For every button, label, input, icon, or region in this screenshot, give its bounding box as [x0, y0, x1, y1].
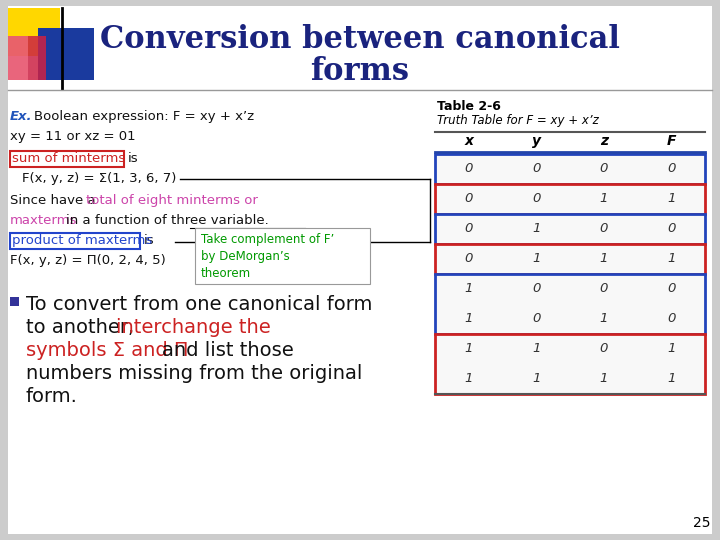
- Text: To convert from one canonical form: To convert from one canonical form: [26, 295, 372, 314]
- Text: Since have a: Since have a: [10, 194, 100, 207]
- Text: 0: 0: [667, 163, 675, 176]
- Text: 0: 0: [532, 282, 541, 295]
- Text: 1: 1: [600, 373, 608, 386]
- Text: total of eight minterms or: total of eight minterms or: [86, 194, 258, 207]
- Text: 1: 1: [667, 342, 675, 355]
- Text: 1: 1: [464, 342, 473, 355]
- Text: 0: 0: [600, 282, 608, 295]
- Text: form.: form.: [26, 387, 78, 406]
- Text: 1: 1: [464, 313, 473, 326]
- Text: numbers missing from the original: numbers missing from the original: [26, 364, 362, 383]
- Text: x: x: [464, 134, 473, 148]
- Text: 1: 1: [532, 253, 541, 266]
- Text: is: is: [128, 152, 139, 165]
- Text: 0: 0: [667, 222, 675, 235]
- Text: 1: 1: [464, 282, 473, 295]
- Bar: [10, 297, 19, 306]
- Text: sum of minterms: sum of minterms: [12, 152, 125, 165]
- Text: 0: 0: [464, 163, 473, 176]
- Text: 0: 0: [532, 313, 541, 326]
- Text: 0: 0: [600, 222, 608, 235]
- Text: forms: forms: [310, 57, 410, 87]
- Text: xy = 11 or xz = 01: xy = 11 or xz = 01: [10, 130, 135, 143]
- Bar: [435, 244, 705, 274]
- Text: 0: 0: [532, 192, 541, 206]
- Text: by DeMorgan’s: by DeMorgan’s: [201, 250, 289, 263]
- Bar: [435, 154, 705, 184]
- Text: to another,: to another,: [26, 318, 140, 337]
- Bar: [435, 334, 705, 394]
- Text: 0: 0: [464, 192, 473, 206]
- Text: 0: 0: [600, 342, 608, 355]
- Bar: [435, 214, 705, 244]
- Text: F(x, y, z) = Π(0, 2, 4, 5): F(x, y, z) = Π(0, 2, 4, 5): [10, 254, 166, 267]
- Bar: [8, 36, 46, 80]
- Text: 0: 0: [464, 222, 473, 235]
- Text: Conversion between canonical: Conversion between canonical: [100, 24, 620, 56]
- Text: 1: 1: [600, 253, 608, 266]
- Text: 0: 0: [464, 253, 473, 266]
- Text: F: F: [667, 134, 676, 148]
- Bar: [10, 233, 140, 249]
- Text: 1: 1: [532, 342, 541, 355]
- Text: and list those: and list those: [162, 341, 294, 360]
- Text: y: y: [532, 134, 541, 148]
- Text: 25: 25: [693, 516, 710, 530]
- Bar: [435, 274, 705, 334]
- Text: 1: 1: [667, 373, 675, 386]
- Text: theorem: theorem: [201, 267, 251, 280]
- Text: F(x, y, z) = Σ(1, 3, 6, 7): F(x, y, z) = Σ(1, 3, 6, 7): [22, 172, 176, 185]
- Bar: [8, 36, 28, 80]
- Text: Truth Table for F = xy + x’z: Truth Table for F = xy + x’z: [437, 114, 599, 127]
- Text: Table 2-6: Table 2-6: [437, 100, 501, 113]
- Text: 1: 1: [532, 222, 541, 235]
- Text: symbols Σ and Π: symbols Σ and Π: [26, 341, 189, 360]
- Bar: [435, 184, 705, 214]
- Text: z: z: [600, 134, 608, 148]
- Bar: [38, 28, 94, 80]
- Text: maxterms: maxterms: [10, 214, 77, 227]
- Text: Boolean expression: F = xy + x’z: Boolean expression: F = xy + x’z: [34, 110, 254, 123]
- Text: 0: 0: [600, 163, 608, 176]
- Text: Take complement of F’: Take complement of F’: [201, 233, 334, 246]
- Text: 1: 1: [464, 373, 473, 386]
- Bar: [8, 8, 60, 56]
- Text: is: is: [144, 234, 155, 247]
- Text: 0: 0: [667, 282, 675, 295]
- Text: 1: 1: [600, 192, 608, 206]
- Bar: [195, 228, 370, 284]
- Bar: [10, 151, 124, 167]
- Text: product of maxterms: product of maxterms: [12, 234, 152, 247]
- Text: 1: 1: [667, 192, 675, 206]
- Text: 1: 1: [667, 253, 675, 266]
- Text: Ex.: Ex.: [10, 110, 32, 123]
- Text: 0: 0: [667, 313, 675, 326]
- Text: 0: 0: [532, 163, 541, 176]
- Text: in a function of three variable.: in a function of three variable.: [66, 214, 269, 227]
- Text: 1: 1: [532, 373, 541, 386]
- Text: 1: 1: [600, 313, 608, 326]
- Text: interchange the: interchange the: [116, 318, 271, 337]
